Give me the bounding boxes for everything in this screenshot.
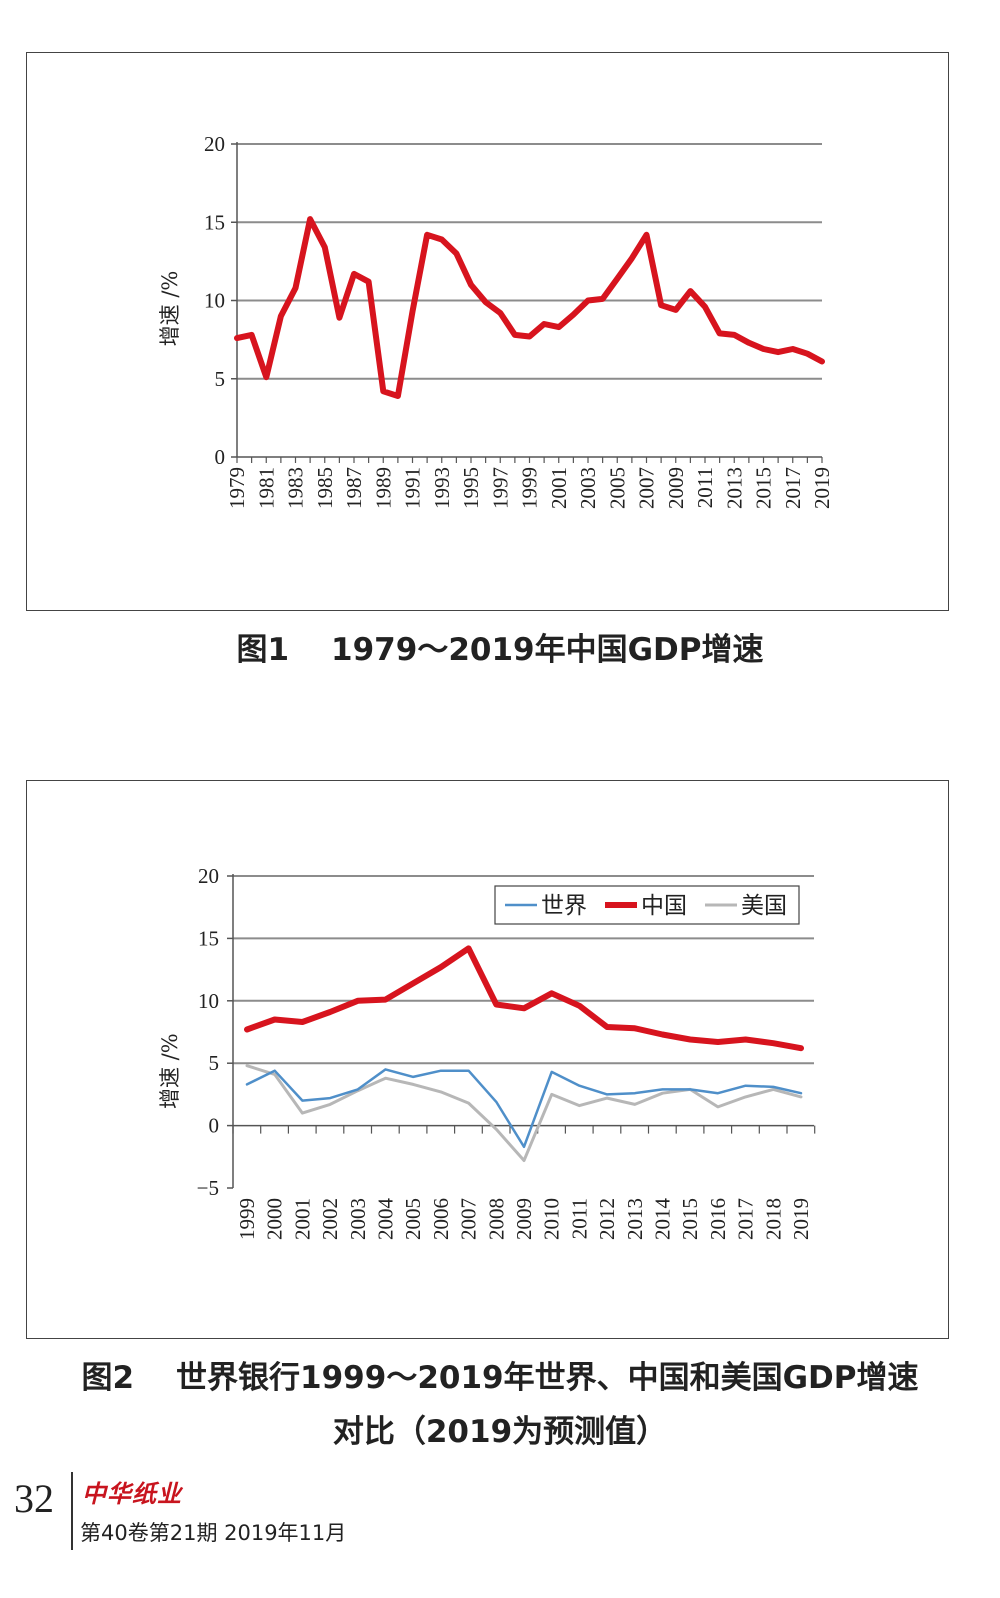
y-axis-label: 增速 /%	[158, 271, 182, 347]
x-tick-label: 2016	[706, 1198, 730, 1240]
legend-box	[494, 885, 800, 925]
chart-china-gdp: 0 5 10 15 20 1979 1981 1983 1985 1987 1989 1991 1993…	[158, 132, 834, 509]
issue-info: 第40卷第21期 2019年11月	[80, 1521, 347, 1545]
figure-2-title-line2: 对比（2019为预测值）	[332, 1414, 668, 1450]
x-tick-label: 2002	[318, 1198, 342, 1240]
page-number: 32	[14, 1476, 54, 1521]
x-tick-label: 2001	[547, 467, 571, 509]
y-tick-label: 10	[198, 989, 219, 1013]
x-tick-label: 2007	[635, 467, 659, 509]
x-tick-label: 2010	[540, 1198, 564, 1240]
legend-label: 中国	[641, 893, 687, 919]
journal-logo: 中华纸业	[82, 1479, 182, 1508]
y-tick-label: 20	[198, 864, 219, 888]
x-tick-label: 2017	[734, 1198, 758, 1240]
series-line-world	[245, 1068, 803, 1149]
x-tick-label: 1987	[342, 467, 366, 509]
x-tick-label: 2019	[789, 1198, 813, 1240]
x-tick-label: 1997	[488, 467, 512, 509]
figure-1-frame: 0 5 10 15 20 1979 1981 1983 1985 1987 1989 1991 1993…	[26, 52, 949, 611]
x-tick-label: 2017	[781, 467, 805, 509]
x-tick-label: 2001	[290, 1198, 314, 1240]
figure-2-title-line1: 世界银行1999～2019年世界、中国和美国GDP增速	[176, 1360, 919, 1396]
y-tick-label: −5	[197, 1176, 219, 1200]
x-tick-label: 1983	[284, 467, 308, 509]
x-tick-label: 2005	[401, 1198, 425, 1240]
x-tick-label: 2019	[810, 467, 834, 509]
x-tick-label: 1999	[518, 467, 542, 509]
figure-2-frame: −5 0 5 10 15 20 1999 2000 2001 2002 2003 2004 2005 20…	[26, 780, 949, 1339]
x-tick-label: 2000	[263, 1198, 287, 1240]
x-tick-label: 1979	[225, 467, 249, 509]
x-tick-label: 2006	[429, 1198, 453, 1240]
x-tick-label: 2003	[346, 1198, 370, 1240]
x-tick-label: 1999	[235, 1198, 259, 1240]
x-tick-label: 2011	[567, 1198, 591, 1239]
y-tick-label: 0	[215, 445, 226, 469]
x-tick-label: 2005	[605, 467, 629, 509]
y-tick-label: 5	[209, 1051, 220, 1075]
x-tick-label: 1991	[401, 467, 425, 509]
x-tick-label: 1985	[313, 467, 337, 509]
x-tick-label: 2008	[484, 1198, 508, 1240]
figure-1-label: 图1	[236, 632, 290, 668]
footer-divider	[71, 1472, 73, 1550]
x-tick-label: 2014	[651, 1198, 675, 1241]
y-tick-label: 20	[204, 132, 225, 156]
x-tick-label: 2012	[595, 1198, 619, 1240]
series-line-china	[234, 216, 825, 399]
x-tick-label: 1981	[254, 467, 278, 509]
y-tick-label: 0	[209, 1114, 220, 1138]
figure-2-caption: 图2 世界银行1999～2019年世界、中国和美国GDP增速	[0, 1352, 1000, 1397]
x-tick-label: 2011	[693, 467, 717, 508]
figure-2-caption-line2: 对比（2019为预测值）	[0, 1406, 1000, 1451]
x-tick-label: 2013	[623, 1198, 647, 1240]
y-axis-label: 增速 /%	[158, 1033, 182, 1109]
x-tick-label: 2007	[457, 1198, 481, 1240]
legend-label: 美国	[741, 893, 787, 919]
series-line-usa	[245, 1064, 803, 1162]
x-tick-label: 2013	[722, 467, 746, 509]
series-line-china	[244, 945, 804, 1052]
x-tick-label: 2009	[512, 1198, 536, 1240]
x-tick-label: 2018	[761, 1198, 785, 1240]
x-tick-label: 2004	[374, 1198, 398, 1241]
x-tick-label: 2003	[576, 467, 600, 509]
x-tick-label: 1993	[430, 467, 454, 509]
y-tick-label: 15	[204, 210, 225, 234]
figure-2-label: 图2	[81, 1360, 135, 1396]
x-tick-label: 2015	[678, 1198, 702, 1240]
figure-1-title: 1979～2019年中国GDP增速	[331, 632, 764, 668]
figure-1-caption: 图1 1979～2019年中国GDP增速	[0, 624, 1000, 669]
legend-label: 世界	[541, 893, 587, 919]
legend: 世界 中国 美国	[494, 885, 800, 925]
y-tick-label: 10	[204, 289, 225, 313]
x-tick-label: 1995	[459, 467, 483, 509]
x-tick-label: 2015	[752, 467, 776, 509]
y-tick-label: 15	[198, 926, 219, 950]
y-tick-label: 5	[215, 367, 226, 391]
x-tick-label: 2009	[664, 467, 688, 509]
x-tick-label: 1989	[371, 467, 395, 509]
